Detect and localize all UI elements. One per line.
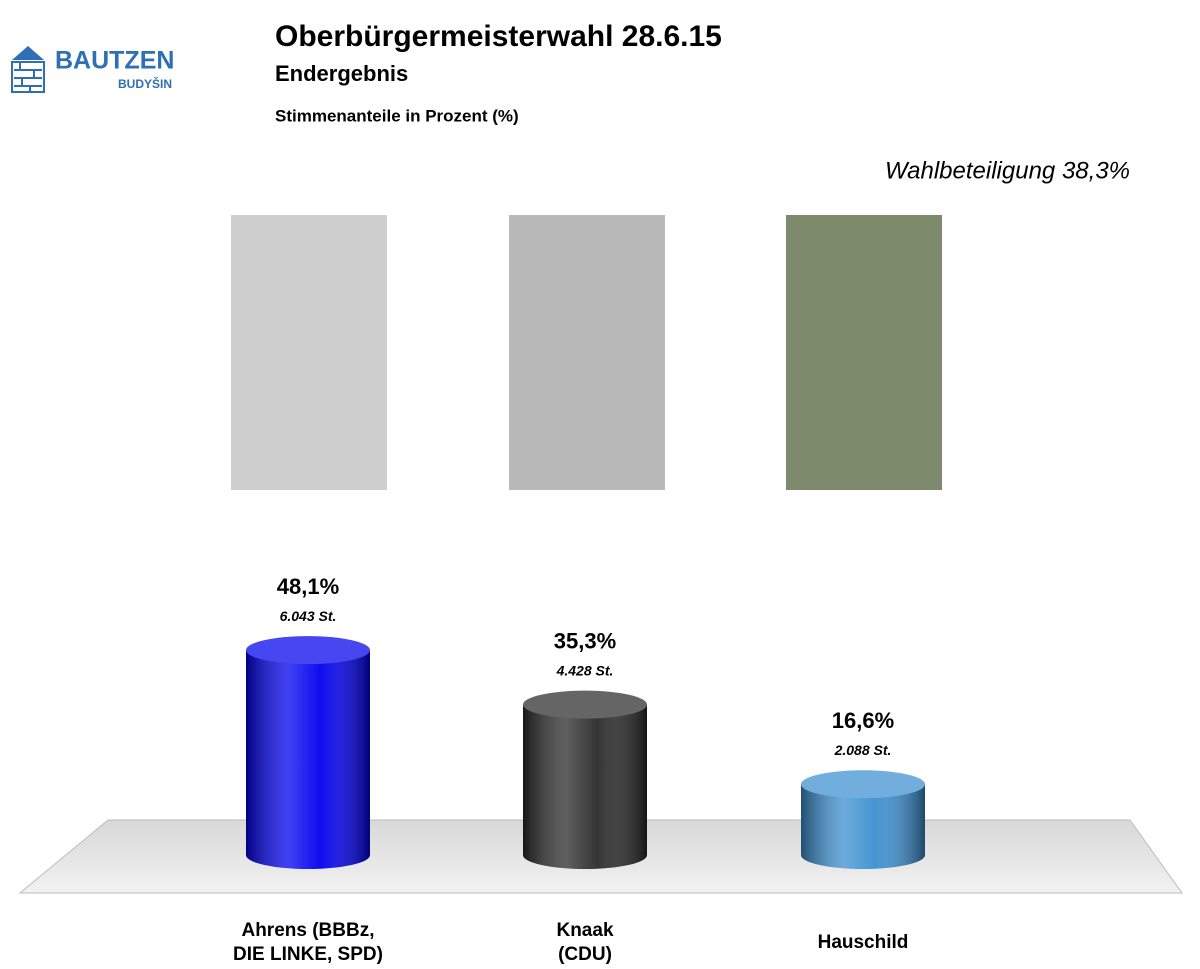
bar-top-shade (801, 770, 925, 799)
vote-label: 2.088 St. (834, 742, 892, 758)
candidate-photo (231, 215, 387, 490)
logo-icon (11, 46, 45, 93)
candidate-photo (786, 215, 942, 490)
bar-shade (246, 650, 370, 869)
vote-label: 4.428 St. (556, 662, 614, 678)
bar-shade (801, 784, 925, 869)
y-axis-label: Stimmenanteile in Prozent (%) (275, 106, 519, 125)
candidate-photo (509, 215, 665, 490)
annotation: Wahlbeteiligung 38,3% (885, 157, 1130, 184)
bar-top-shade (246, 636, 370, 665)
chart-title: Oberbürgermeisterwahl 28.6.15 (275, 20, 722, 53)
x-tick-label: Ahrens (BBBz, DIE LINKE, SPD) (233, 920, 383, 965)
x-tick-label: Hauschild (817, 932, 909, 953)
bar-top (801, 770, 925, 799)
bar-top-shade (523, 690, 647, 719)
value-label: 35,3% (554, 628, 616, 653)
bar-top (246, 636, 370, 665)
logo-name: BAUTZEN (55, 47, 174, 75)
x-tick-label: Knaak (CDU) (556, 920, 614, 965)
vote-label: 6.043 St. (280, 608, 337, 624)
chart-subtitle: Endergebnis (275, 61, 408, 86)
value-label: 48,1% (277, 574, 339, 599)
bar-shade (523, 704, 647, 869)
value-label: 16,6% (832, 708, 894, 733)
bar-top (523, 690, 647, 719)
logo-subname: BUDYŠIN (118, 76, 172, 91)
